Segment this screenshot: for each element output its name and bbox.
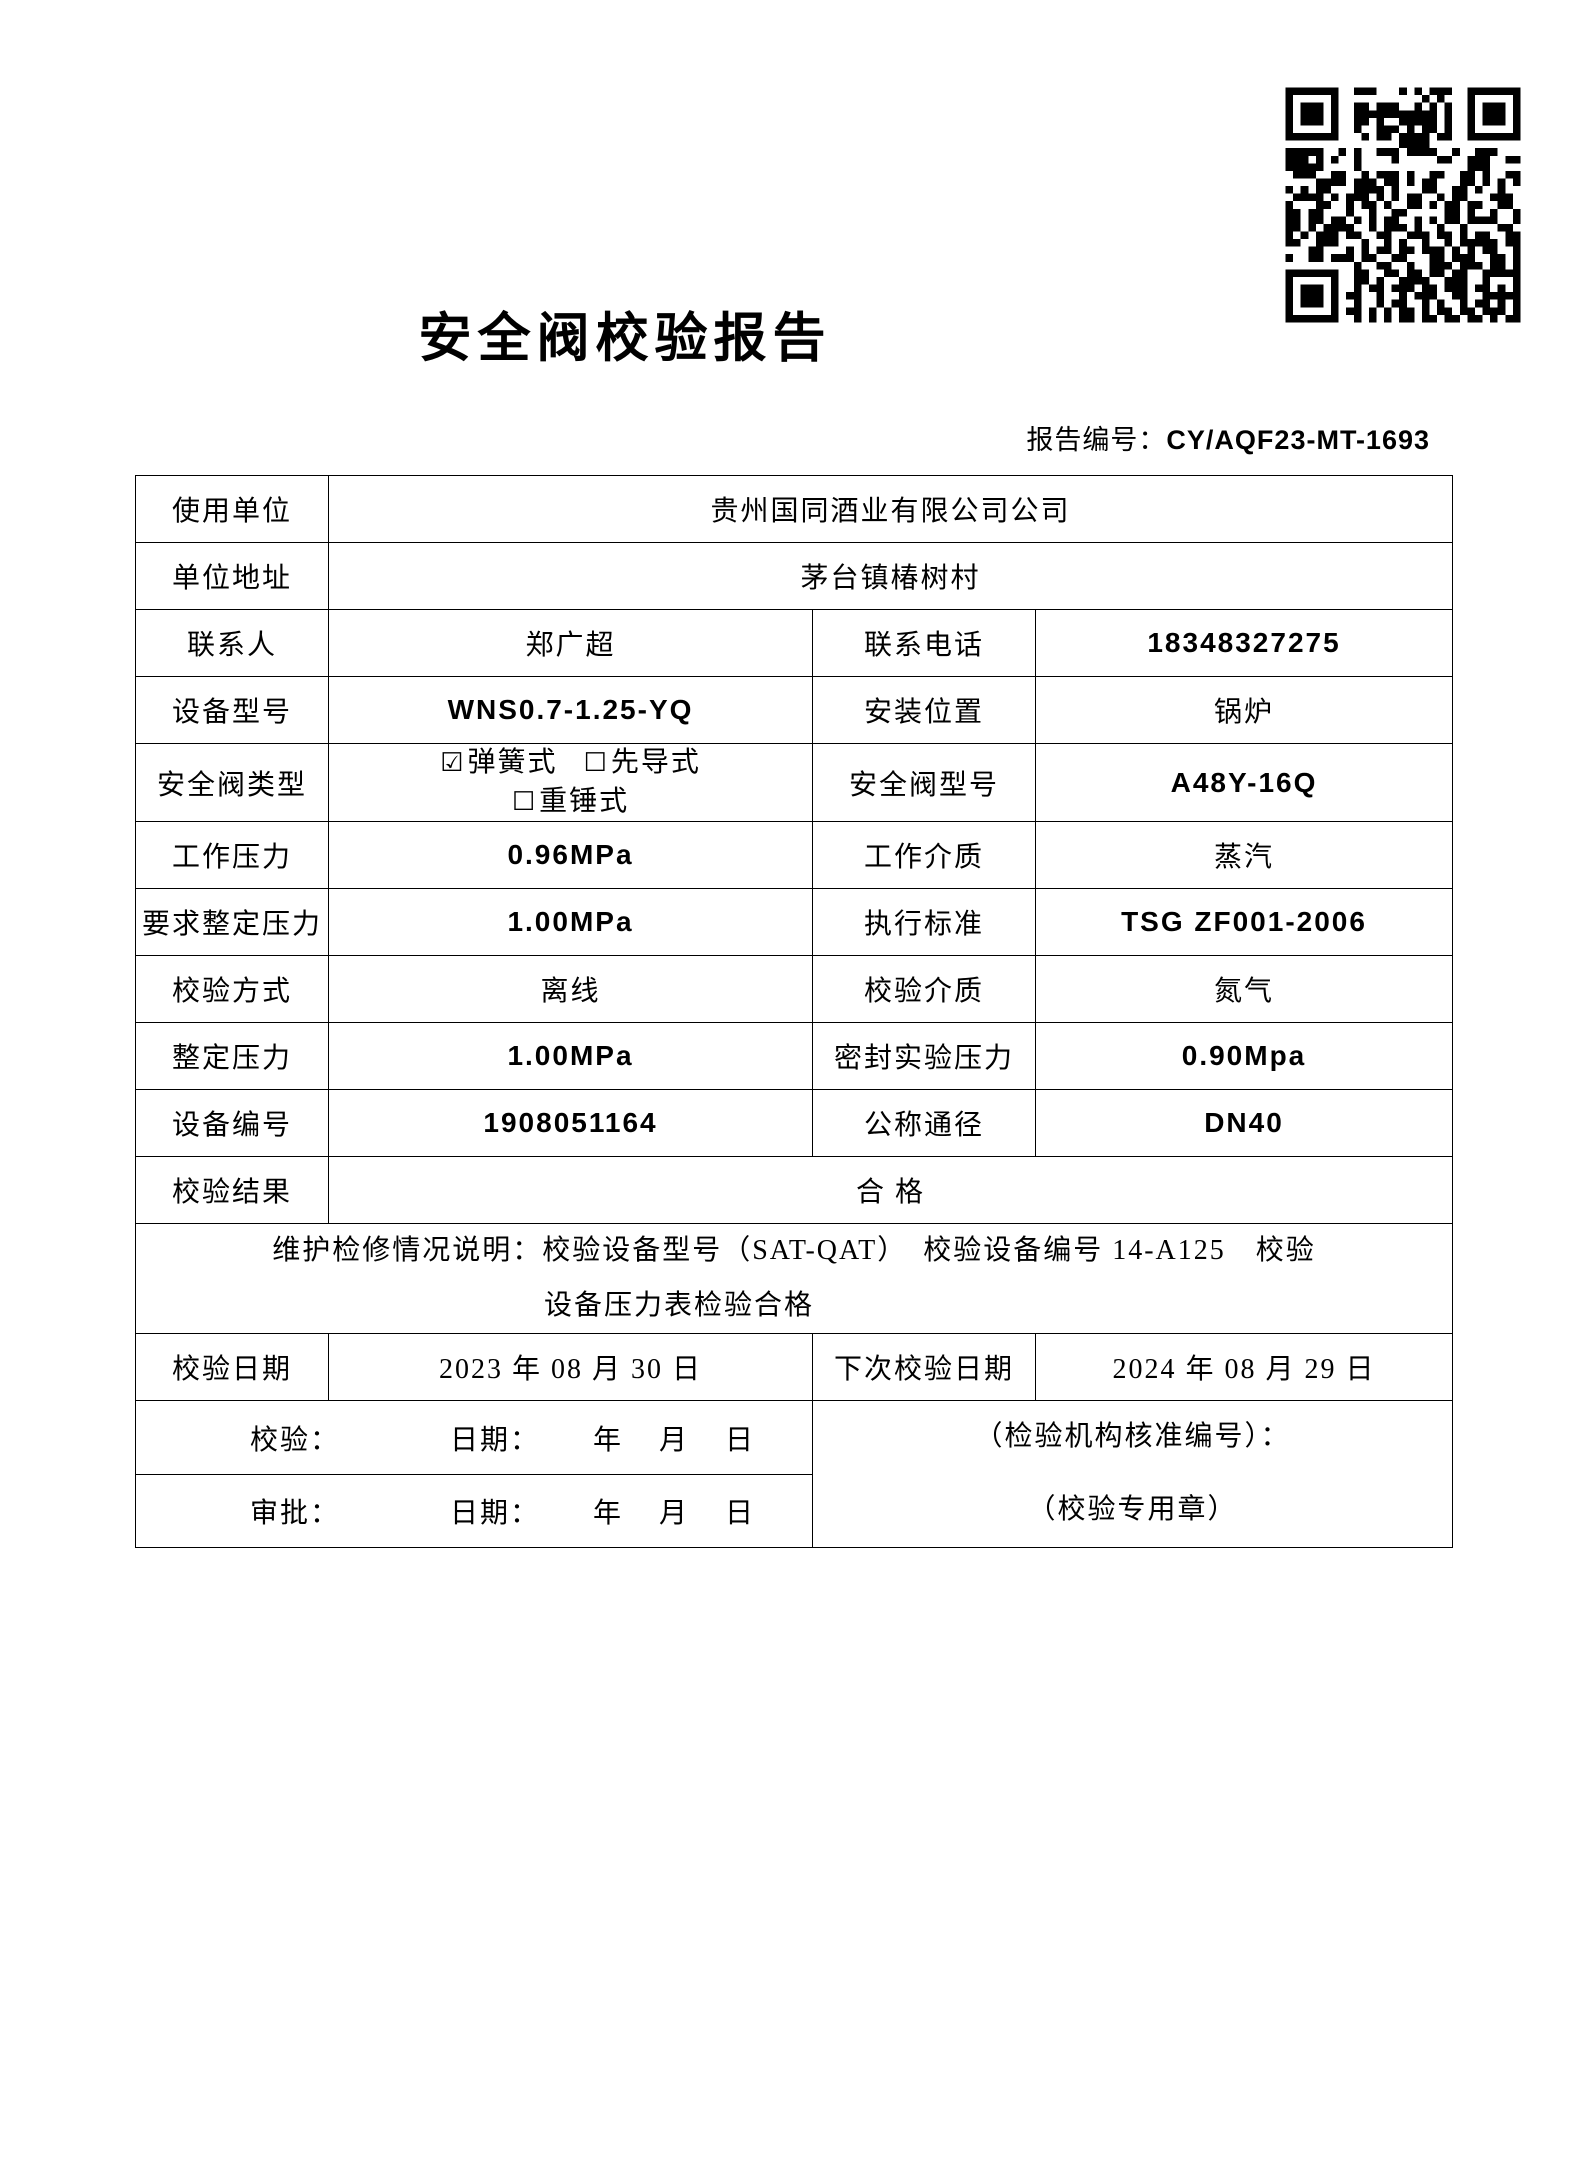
signature-calibrator[interactable]: 校验： 日期： 年 月 日	[135, 1400, 813, 1475]
table-row-result: 校验结果 合 格	[135, 1156, 1454, 1225]
maintenance-note-line-2: 设备压力表检验合格	[544, 1289, 815, 1321]
signature-approver-day: 日	[724, 1497, 755, 1529]
signature-approver-month: 月	[658, 1497, 689, 1529]
value-address: 茅台镇椿树村	[327, 542, 1454, 610]
checkbox-pilot-icon[interactable]: ☐	[583, 748, 609, 778]
table-row-equipment: 设备型号 WNS0.7-1.25-YQ 安装位置 锅炉	[135, 676, 1454, 744]
label-unit: 使用单位	[135, 475, 329, 543]
value-contact-phone: 18348327275	[1034, 609, 1454, 677]
maintenance-note: 维护检修情况说明：校验设备型号（SAT-QAT） 校验设备编号 14-A125 …	[134, 1223, 1454, 1335]
signature-approver[interactable]: 审批： 日期： 年 月 日	[135, 1473, 813, 1549]
table-row-note: 维护检修情况说明：校验设备型号（SAT-QAT） 校验设备编号 14-A125 …	[134, 1223, 1454, 1335]
table-row-device-no: 设备编号 1908051164 公称通径 DN40	[135, 1089, 1454, 1158]
checkbox-weight-label: 重锤式	[539, 785, 630, 817]
label-calib-medium: 校验介质	[812, 955, 1036, 1024]
label-valve-model: 安全阀型号	[812, 742, 1036, 823]
label-work-medium: 工作介质	[812, 821, 1036, 890]
value-unit: 贵州国同酒业有限公司公司	[327, 475, 1454, 543]
qr-code	[1278, 80, 1528, 330]
report-number: 报告编号：CY/AQF23-MT-1693	[0, 418, 1430, 457]
table-row-sign-approve: 审批： 日期： 年 月 日	[135, 1473, 1453, 1549]
value-install-location: 锅炉	[1034, 676, 1454, 744]
page-title: 安全阀校验报告	[418, 310, 832, 368]
label-next-calib-date: 下次校验日期	[812, 1333, 1036, 1402]
value-standard: TSG ZF001-2006	[1034, 888, 1454, 957]
signature-calibrator-date-label: 日期：	[449, 1424, 540, 1456]
valve-type-line-1: ☑弹簧式 ☐先导式	[329, 744, 812, 783]
signature-calibrator-label: 校验：	[249, 1424, 340, 1456]
value-nominal-diameter: DN40	[1034, 1089, 1454, 1158]
value-set-pressure: 1.00MPa	[328, 1022, 813, 1091]
signature-calibrator-month: 月	[658, 1424, 689, 1456]
label-address: 单位地址	[135, 542, 329, 610]
checkbox-spring-label: 弹簧式	[467, 747, 558, 778]
label-calib-date: 校验日期	[135, 1333, 329, 1402]
stamp-approval-no: （检验机构核准编号）：	[974, 1421, 1291, 1453]
signature-calibrator-day: 日	[724, 1424, 755, 1456]
table-row-valve-type: 安全阀类型 ☑弹簧式 ☐先导式 ☐重锤式 安全阀型号 A48Y-16Q	[135, 742, 1454, 823]
label-equipment-model: 设备型号	[135, 676, 329, 744]
label-nominal-diameter: 公称通径	[812, 1089, 1036, 1158]
label-result: 校验结果	[135, 1156, 329, 1225]
checkbox-pilot-label: 先导式	[610, 747, 701, 778]
label-work-pressure: 工作压力	[135, 821, 329, 890]
label-standard: 执行标准	[812, 888, 1036, 957]
checkbox-spring-icon[interactable]: ☑	[440, 748, 466, 778]
value-result: 合 格	[327, 1156, 1454, 1225]
report-number-value: CY/AQF23-MT-1693	[1166, 425, 1430, 455]
signature-approver-date-label: 日期：	[449, 1497, 540, 1529]
table-row-address: 单位地址 茅台镇椿树村	[135, 542, 1454, 610]
calibration-table: 使用单位 贵州国同酒业有限公司公司 单位地址 茅台镇椿树村 联系人 郑广超 联系…	[134, 475, 1454, 1549]
table-row-sign-calib: 校验： 日期：年月日 （检验机构核准编号）： （校验专用章）	[135, 1400, 1454, 1549]
valve-type-line-2: ☐重锤式	[329, 783, 812, 822]
label-device-no: 设备编号	[135, 1089, 329, 1158]
value-calib-date: 2023 年 08 月 30 日	[328, 1333, 813, 1402]
label-required-set-pressure: 要求整定压力	[135, 888, 329, 957]
label-calib-method: 校验方式	[135, 955, 329, 1024]
table-row-unit: 使用单位 贵州国同酒业有限公司公司	[135, 475, 1454, 543]
signature-approver-label: 审批：	[249, 1497, 340, 1529]
stamp-area: （检验机构核准编号）： （校验专用章）	[811, 1400, 1454, 1549]
label-set-pressure: 整定压力	[135, 1022, 329, 1091]
table-row-calib-method: 校验方式 离线 校验介质 氮气	[135, 955, 1454, 1024]
table-row-work-pressure: 工作压力 0.96MPa 工作介质 蒸汽	[135, 821, 1454, 890]
value-valve-model: A48Y-16Q	[1034, 742, 1454, 823]
table-row-set-pressure: 整定压力 1.00MPa 密封实验压力 0.90Mpa	[135, 1022, 1454, 1091]
value-calib-method: 离线	[328, 955, 813, 1024]
table-row-dates: 校验日期 2023 年 08 月 30 日 下次校验日期 2024 年 08 月…	[135, 1333, 1454, 1402]
value-work-pressure: 0.96MPa	[328, 821, 813, 890]
value-required-set-pressure: 1.00MPa	[328, 888, 813, 957]
value-work-medium: 蒸汽	[1034, 821, 1454, 890]
label-seal-test-pressure: 密封实验压力	[812, 1022, 1036, 1091]
label-valve-type: 安全阀类型	[135, 742, 329, 823]
stamp-seal-label: （校验专用章）	[1027, 1494, 1238, 1526]
maintenance-note-line-1: 维护检修情况说明：校验设备型号（SAT-QAT） 校验设备编号 14-A125 …	[272, 1235, 1316, 1267]
value-next-calib-date: 2024 年 08 月 29 日	[1034, 1333, 1454, 1402]
label-install-location: 安装位置	[812, 676, 1036, 744]
signature-approver-year: 年	[592, 1497, 623, 1529]
value-seal-test-pressure: 0.90Mpa	[1034, 1022, 1454, 1091]
value-device-no: 1908051164	[328, 1089, 813, 1158]
table-row-contact: 联系人 郑广超 联系电话 18348327275	[135, 609, 1454, 677]
value-contact-person: 郑广超	[328, 609, 813, 677]
report-number-label: 报告编号：	[1026, 425, 1167, 455]
label-contact-person: 联系人	[135, 609, 329, 677]
signature-calibrator-year: 年	[592, 1424, 623, 1456]
value-calib-medium: 氮气	[1034, 955, 1454, 1024]
label-contact-phone: 联系电话	[812, 609, 1036, 677]
table-row-required-set-pressure: 要求整定压力 1.00MPa 执行标准 TSG ZF001-2006	[135, 888, 1454, 957]
checkbox-weight-icon[interactable]: ☐	[511, 786, 538, 817]
valve-type-options: ☑弹簧式 ☐先导式 ☐重锤式	[328, 742, 813, 823]
qr-code-svg	[1278, 80, 1528, 330]
value-equipment-model: WNS0.7-1.25-YQ	[328, 676, 813, 744]
